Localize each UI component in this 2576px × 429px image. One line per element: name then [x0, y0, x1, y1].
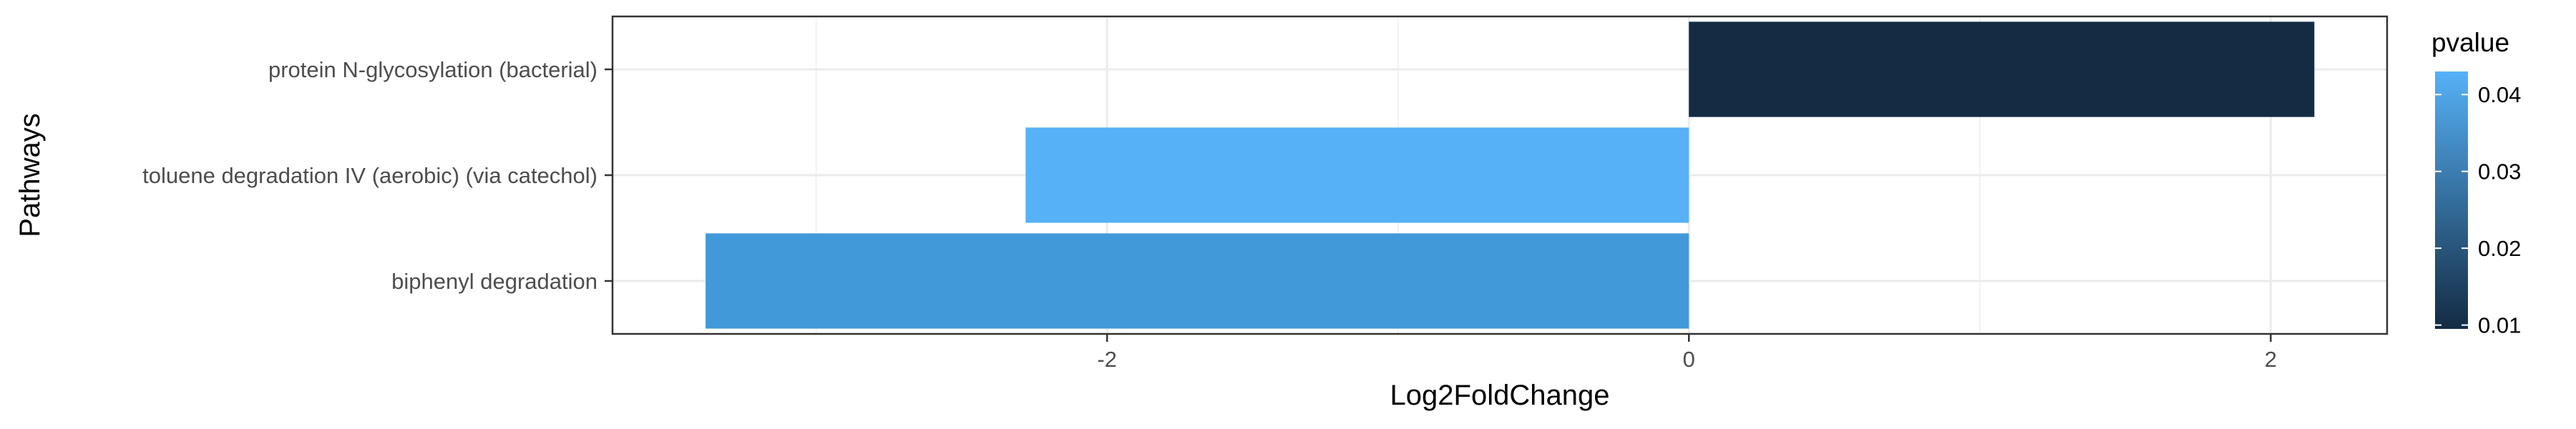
- legend-ticks: 0.01 0.02 0.03 0.04: [2435, 82, 2521, 338]
- bar: [1025, 127, 1689, 223]
- legend-tick-label: 0.04: [2478, 82, 2521, 107]
- legend-tick-label: 0.03: [2478, 159, 2521, 184]
- legend-colorbar: [2435, 72, 2468, 329]
- y-axis-title: Pathways: [14, 113, 46, 237]
- legend: pvalue 0.01 0.02 0.03 0.04: [2431, 28, 2521, 338]
- x-tick-label: 0: [1683, 347, 1695, 372]
- plot-area: [611, 15, 2389, 335]
- legend-title: pvalue: [2431, 28, 2509, 57]
- x-tick-label: 2: [2265, 347, 2277, 372]
- y-axis: protein N-glycosylation (bacterial) tolue…: [142, 57, 613, 294]
- bar: [1689, 21, 2315, 117]
- bars: [706, 21, 2315, 329]
- x-axis-title: Log2FoldChange: [1390, 380, 1610, 411]
- legend-tick-label: 0.01: [2478, 313, 2521, 338]
- y-tick-label: toluene degradation IV (aerobic) (via ca…: [142, 163, 597, 188]
- legend-tick-label: 0.02: [2478, 236, 2521, 261]
- y-tick-label: protein N-glycosylation (bacterial): [268, 57, 597, 82]
- y-tick-label: biphenyl degradation: [391, 269, 597, 294]
- bar: [706, 233, 1689, 329]
- x-tick-label: -2: [1097, 347, 1117, 372]
- x-axis: -2 0 2: [1097, 334, 2277, 372]
